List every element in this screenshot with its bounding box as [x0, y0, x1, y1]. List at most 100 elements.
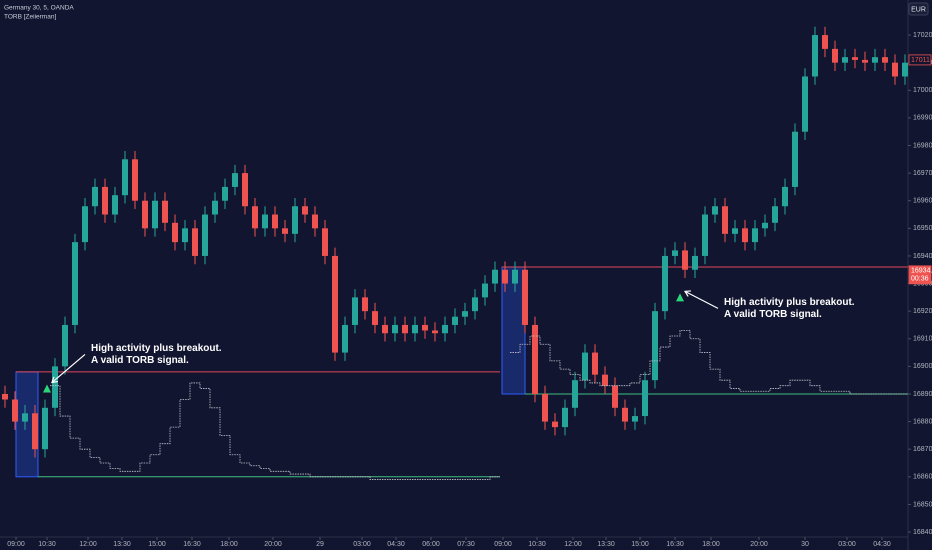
x-tick-label: 04:30: [873, 541, 891, 548]
y-tick-label: 16860.0: [913, 474, 932, 481]
annotation-arrowhead: [683, 290, 692, 297]
candle-body: [402, 324, 408, 334]
candle-body: [272, 214, 278, 229]
price-tag: [908, 265, 932, 285]
candle-body: [542, 393, 548, 422]
x-tick-label: 06:00: [422, 541, 440, 548]
candle-body: [722, 206, 728, 234]
activity-line: [50, 330, 910, 480]
candle-body: [552, 421, 558, 428]
x-tick-label: 30: [801, 541, 809, 548]
candle-body: [482, 283, 488, 298]
candle-body: [522, 269, 528, 325]
candle-body: [222, 186, 228, 201]
currency-button[interactable]: [908, 2, 929, 16]
annotation-text: A valid TORB signal.: [724, 309, 822, 320]
candle-body: [32, 413, 38, 450]
candle-body: [422, 324, 428, 331]
candle-body: [82, 206, 88, 243]
annotation-arrow: [684, 290, 719, 309]
x-tick-label: 12:00: [564, 541, 582, 548]
x-tick-label: 10:30: [38, 541, 56, 548]
y-tick-label: 17000.0: [913, 87, 932, 94]
candle-body: [102, 186, 108, 215]
x-tick-label: 03:00: [838, 541, 856, 548]
candle-body: [72, 242, 78, 325]
candle-body: [42, 407, 48, 450]
y-tick-label: 16900.0: [913, 363, 932, 370]
candle-body: [242, 173, 248, 207]
candle-body: [862, 59, 868, 63]
candle-body: [762, 222, 768, 229]
candle-body: [332, 255, 338, 353]
candle-body: [312, 214, 318, 229]
candle-body: [262, 214, 268, 229]
candle-body: [462, 311, 468, 317]
y-tick-label: 16980.0: [913, 142, 932, 149]
y-tick-label: 16990.0: [913, 115, 932, 122]
candle-body: [212, 200, 218, 215]
y-tick-label: 16890.0: [913, 391, 932, 398]
symbol: Germany 30, 5, OANDA: [4, 5, 74, 12]
x-tick-label: 12:00: [79, 541, 97, 548]
candle-body: [282, 228, 288, 234]
candle-body: [452, 316, 458, 325]
candle-body: [872, 57, 878, 63]
candle-body: [232, 173, 238, 187]
annotation-text: High activity plus breakout.: [724, 297, 855, 308]
x-tick-label: 16:30: [183, 541, 201, 548]
x-tick-label: 15:00: [148, 541, 166, 548]
candle-body: [702, 214, 708, 256]
candle-body: [882, 57, 888, 63]
y-tick-label: 16840.0: [913, 529, 932, 536]
y-tick-label: 16970.0: [913, 170, 932, 177]
candle-body: [772, 206, 778, 223]
candle-body: [52, 366, 58, 408]
candle-body: [192, 228, 198, 256]
x-tick-label: 18:00: [220, 541, 238, 548]
candle-body: [252, 206, 258, 229]
candle-body: [852, 57, 858, 60]
x-tick-label: 09:00: [494, 541, 512, 548]
candle-body: [612, 385, 618, 408]
candle-body: [322, 228, 328, 256]
candle-body: [412, 324, 418, 334]
candle-body: [892, 62, 898, 77]
candle-body: [662, 255, 668, 312]
candle-body: [742, 228, 748, 243]
candle-body: [302, 206, 308, 215]
candle-body: [602, 374, 608, 386]
candle-body: [902, 62, 908, 77]
candle-body: [672, 250, 678, 256]
annotation-text: High activity plus breakout.: [91, 343, 222, 354]
plot: High activity plus breakout.A valid TORB…: [2, 26, 910, 480]
x-tick-label: 29: [316, 541, 324, 548]
y-tick-label: 16880.0: [913, 418, 932, 425]
signal-triangle: [43, 384, 51, 393]
candle-body: [812, 35, 818, 77]
x-tick-label: 20:00: [264, 541, 282, 548]
candle-body: [22, 413, 28, 422]
candle-body: [442, 324, 448, 334]
candle-body: [572, 380, 578, 408]
x-tick-label: 15:00: [631, 541, 649, 548]
candle-body: [362, 297, 368, 312]
x-tick-label: 13:30: [597, 541, 615, 548]
candle-body: [162, 200, 168, 223]
candle-body: [292, 206, 298, 234]
x-tick-label: 07:30: [457, 541, 475, 548]
y-tick-label: 17020.0: [913, 32, 932, 39]
currency[interactable]: EUR: [911, 6, 926, 13]
candle-body: [502, 269, 508, 284]
signal-triangle: [676, 293, 684, 302]
candle-body: [472, 297, 478, 312]
candle-body: [642, 380, 648, 417]
candle-body: [142, 200, 148, 229]
candle-body: [92, 186, 98, 207]
annotation-text: A valid TORB signal.: [91, 355, 189, 366]
y-tick-label: 16960.0: [913, 198, 932, 205]
x-tick-label: 20:00: [750, 541, 768, 548]
candle-body: [202, 214, 208, 256]
